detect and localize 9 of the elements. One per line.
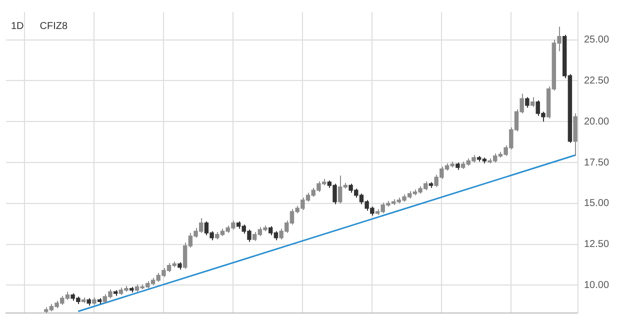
y-tick-label: 15.00 — [584, 198, 610, 210]
y-tick-label: 25.00 — [584, 34, 610, 46]
y-tick-label: 10.00 — [584, 280, 610, 291]
text: CFIZ8 — [40, 20, 68, 32]
annotation: 1D — [11, 20, 24, 32]
y-tick-label: 12.50 — [584, 239, 610, 250]
y-tick-label: 22.50 — [584, 75, 610, 86]
y-tick-label: 20.00 — [584, 116, 610, 128]
y-tick-label: 17.50 — [584, 157, 610, 168]
